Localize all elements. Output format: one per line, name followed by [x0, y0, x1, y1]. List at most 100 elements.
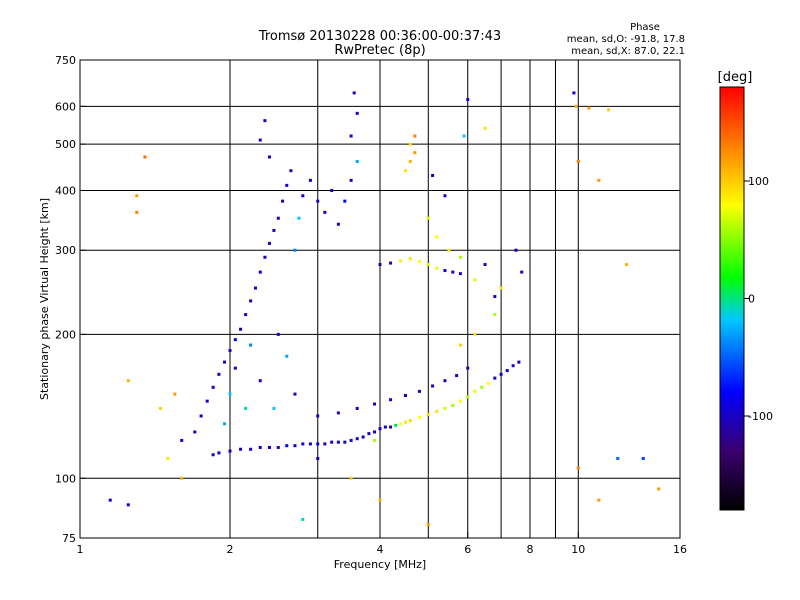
data-point — [349, 476, 353, 480]
data-point — [403, 420, 407, 424]
data-point — [408, 142, 412, 146]
data-point — [443, 379, 447, 383]
data-point — [267, 445, 271, 449]
data-point — [466, 395, 470, 399]
data-point — [517, 360, 521, 364]
data-point — [480, 385, 484, 389]
data-point — [263, 255, 267, 259]
data-point — [211, 385, 215, 389]
data-point — [413, 134, 417, 138]
data-point — [228, 349, 232, 353]
stats-x-mode: mean, sd,X: 87.0, 22.1 — [571, 46, 685, 57]
data-point — [308, 442, 312, 446]
data-point — [349, 134, 353, 138]
data-point — [258, 138, 262, 142]
data-point — [458, 399, 462, 403]
data-point — [455, 374, 459, 378]
data-point — [343, 440, 347, 444]
data-point — [355, 406, 359, 410]
data-point — [576, 159, 580, 163]
data-point — [355, 159, 359, 163]
data-point — [426, 412, 430, 416]
data-point — [426, 523, 430, 527]
x-tick-label: 1 — [77, 543, 84, 556]
data-point — [135, 194, 139, 198]
data-point — [466, 98, 470, 102]
data-point — [193, 430, 197, 434]
data-point — [378, 498, 382, 502]
data-point — [211, 453, 215, 457]
data-point — [373, 402, 377, 406]
data-point — [258, 270, 262, 274]
x-axis-ticks: 1 2 4 6 8 10 16 — [77, 532, 687, 556]
data-point — [597, 498, 601, 502]
data-point — [458, 255, 462, 259]
x-tick-label: 6 — [464, 543, 471, 556]
data-point — [349, 178, 353, 182]
data-point — [473, 332, 477, 336]
data-point — [458, 272, 462, 276]
data-point — [205, 399, 209, 403]
data-point — [399, 259, 403, 263]
data-point — [263, 119, 267, 123]
data-point — [223, 422, 227, 426]
data-point — [466, 366, 470, 370]
data-point — [493, 376, 497, 380]
data-point — [267, 241, 271, 245]
data-point — [272, 406, 276, 410]
data-point — [597, 178, 601, 182]
data-point — [435, 235, 439, 239]
data-point — [316, 456, 320, 460]
y-tick-label: 750 — [55, 54, 76, 67]
data-point — [576, 466, 580, 470]
data-point — [431, 384, 435, 388]
data-point — [408, 159, 412, 163]
data-point — [355, 111, 359, 115]
data-point — [355, 437, 359, 441]
data-point — [426, 263, 430, 267]
y-tick-label: 500 — [55, 138, 76, 151]
y-axis-label: Stationary phase Virtual Height [km] — [38, 198, 51, 400]
colorbar-tick-label: 0 — [748, 293, 755, 306]
chart-subtitle: RwPretec (8p) — [334, 43, 425, 58]
data-point — [483, 126, 487, 130]
data-point — [297, 216, 301, 220]
data-point — [301, 442, 305, 446]
stats-o-mode: mean, sd,O: -91.8, 17.8 — [567, 34, 685, 45]
data-point — [426, 216, 430, 220]
data-point — [126, 379, 130, 383]
data-point — [308, 178, 312, 182]
data-point — [574, 104, 578, 108]
data-point — [616, 456, 620, 460]
y-tick-label: 400 — [55, 184, 76, 197]
data-point — [408, 257, 412, 261]
data-point — [520, 270, 524, 274]
data-point — [367, 432, 371, 436]
data-point — [244, 406, 248, 410]
data-point — [158, 406, 162, 410]
data-point — [499, 286, 503, 290]
data-point — [607, 108, 611, 112]
data-point — [499, 372, 503, 376]
data-point — [447, 248, 451, 252]
data-point — [383, 425, 387, 429]
data-point — [511, 364, 515, 368]
data-point — [349, 438, 353, 442]
colorbar-tick-label: 100 — [748, 175, 769, 188]
y-tick-label: 200 — [55, 328, 76, 341]
y-tick-label: 100 — [55, 472, 76, 485]
data-point — [281, 199, 285, 203]
data-point — [228, 449, 232, 453]
data-point — [301, 194, 305, 198]
data-point — [126, 503, 130, 507]
data-point — [373, 430, 377, 434]
data-point — [431, 173, 435, 177]
x-axis-label: Frequency [MHz] — [334, 558, 426, 571]
data-point — [267, 155, 271, 159]
data-point — [625, 263, 629, 267]
data-point — [408, 419, 412, 423]
data-point — [641, 456, 645, 460]
data-point — [451, 403, 455, 407]
data-point — [253, 286, 257, 290]
data-point — [285, 444, 289, 448]
